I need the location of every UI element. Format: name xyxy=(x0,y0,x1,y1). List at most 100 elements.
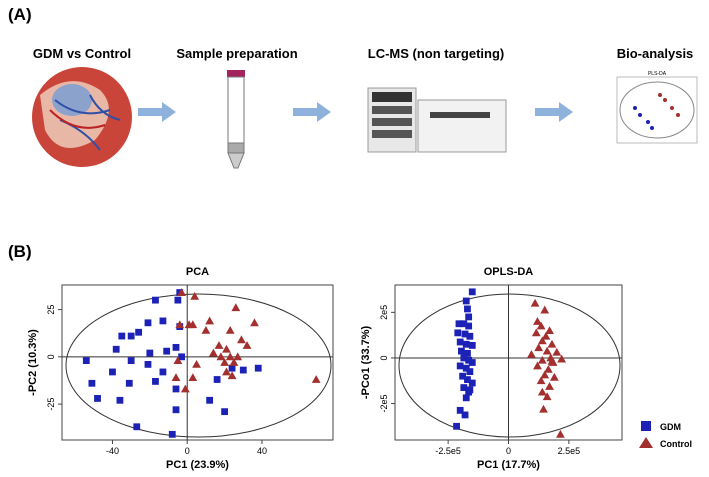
point xyxy=(144,360,152,368)
point xyxy=(159,368,167,376)
point xyxy=(527,350,536,358)
legend-swatch xyxy=(641,421,651,431)
point xyxy=(188,373,198,382)
point xyxy=(454,329,462,337)
point xyxy=(458,347,465,355)
point xyxy=(82,357,90,365)
point xyxy=(192,359,201,368)
point xyxy=(127,332,135,340)
point xyxy=(461,411,469,419)
point xyxy=(461,330,469,338)
point xyxy=(225,325,235,334)
x-axis-label: PC1 (23.9%) xyxy=(166,459,229,471)
point xyxy=(221,408,228,416)
point xyxy=(175,320,185,329)
point xyxy=(539,404,548,413)
point xyxy=(556,429,565,438)
point xyxy=(552,347,562,356)
y-tick-label: 2e5 xyxy=(379,305,389,320)
point xyxy=(242,341,252,349)
point xyxy=(459,372,467,380)
plot-frame xyxy=(61,284,334,441)
y-axis-label: -PCo1 (33.7%) xyxy=(360,325,372,399)
point xyxy=(177,288,187,296)
point xyxy=(222,344,231,353)
point xyxy=(464,349,471,357)
point xyxy=(133,423,141,431)
point xyxy=(205,316,215,325)
step-label: Bio-analysis xyxy=(617,46,694,61)
point xyxy=(462,297,470,305)
point xyxy=(180,384,190,393)
point xyxy=(190,291,200,300)
point xyxy=(229,358,239,366)
point xyxy=(531,328,541,337)
point xyxy=(116,396,124,404)
y-tick-label: -2e5 xyxy=(379,395,389,413)
x-tick-label: 0 xyxy=(506,446,511,456)
point xyxy=(557,354,567,363)
legend-swatch xyxy=(639,437,653,448)
point xyxy=(237,335,246,344)
point xyxy=(201,325,211,334)
y-tick-label: -25 xyxy=(46,398,56,411)
point xyxy=(466,368,474,376)
y-axis-label: -PC2 (10.3%) xyxy=(27,329,39,396)
point xyxy=(311,375,321,383)
x-tick-label: 40 xyxy=(257,446,267,456)
point xyxy=(163,347,171,355)
chart-title: PCA xyxy=(186,266,209,278)
point xyxy=(135,328,143,336)
point xyxy=(534,343,544,352)
point xyxy=(543,364,553,373)
point xyxy=(228,364,236,372)
point xyxy=(536,321,546,330)
point xyxy=(533,317,542,325)
point xyxy=(213,376,221,383)
lcms-icon xyxy=(367,87,507,153)
point xyxy=(184,320,194,329)
point xyxy=(545,382,554,390)
point xyxy=(174,296,182,304)
arrows xyxy=(138,102,573,122)
step-label: LC-MS (non targeting) xyxy=(368,46,504,61)
point xyxy=(542,392,552,401)
point xyxy=(462,340,470,348)
point xyxy=(540,305,550,314)
point xyxy=(462,364,470,372)
panel-label: (A) xyxy=(8,5,32,24)
point xyxy=(456,338,464,346)
point xyxy=(88,379,96,387)
point xyxy=(464,305,471,313)
point xyxy=(536,376,546,385)
point xyxy=(453,422,460,430)
point xyxy=(455,320,463,328)
point xyxy=(460,320,468,328)
point xyxy=(152,378,159,385)
y-tick-label: 0 xyxy=(46,354,56,359)
point xyxy=(227,371,237,380)
point xyxy=(231,303,241,312)
point xyxy=(465,322,473,330)
point xyxy=(233,352,243,361)
point xyxy=(547,339,557,348)
point xyxy=(541,331,551,340)
point xyxy=(468,288,476,296)
point xyxy=(206,396,214,404)
legend-label: Control xyxy=(660,439,692,449)
x-tick-label: 2.5e5 xyxy=(558,446,581,456)
point xyxy=(172,343,180,351)
point xyxy=(464,376,471,383)
mini-plot-title: PLS-DA xyxy=(648,71,667,77)
x-tick-label: -40 xyxy=(106,446,119,456)
point xyxy=(112,345,120,353)
point xyxy=(168,430,176,438)
point xyxy=(220,358,229,366)
point xyxy=(118,332,126,340)
point xyxy=(456,362,464,370)
point xyxy=(216,352,226,361)
panel-label: (B) xyxy=(8,242,32,261)
point xyxy=(460,354,468,362)
mini-plot-icon: PLS-DA xyxy=(616,71,698,144)
